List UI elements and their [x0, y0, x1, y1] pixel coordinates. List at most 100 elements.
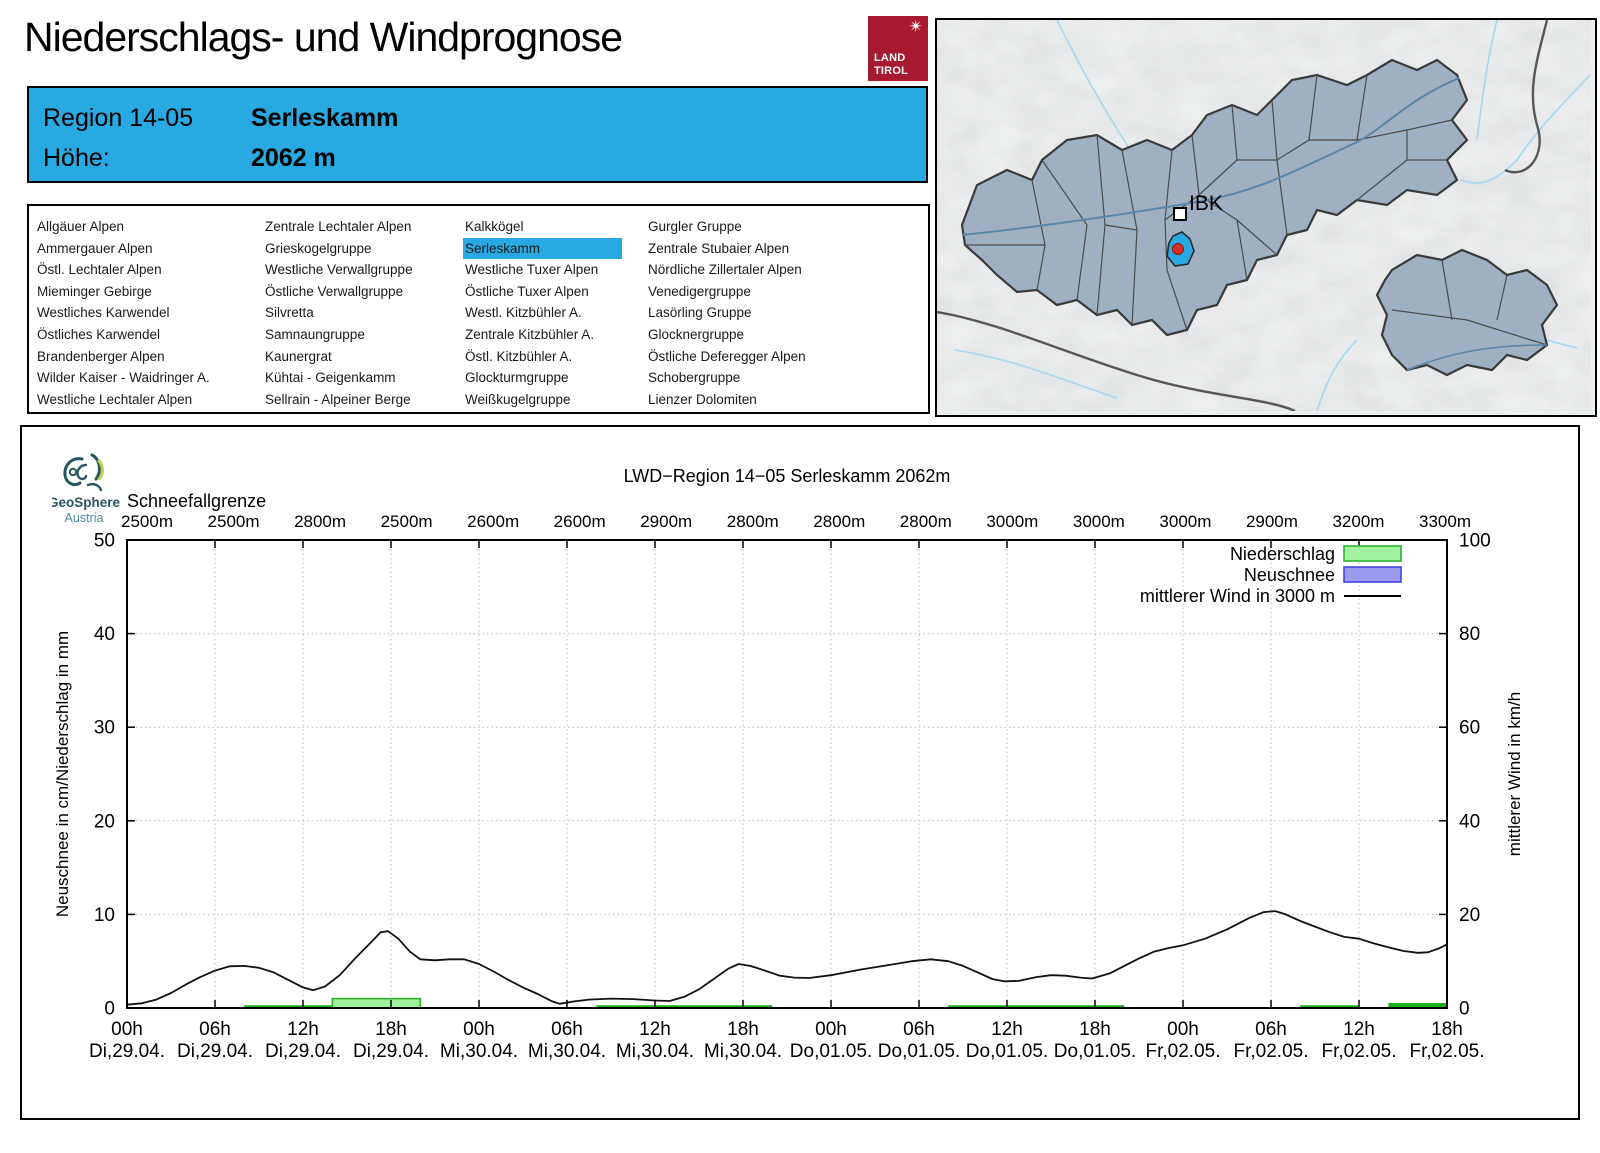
plot-border [126, 539, 1448, 1009]
region-list-item[interactable]: Westliche Tuxer Alpen [465, 262, 599, 278]
region-list-item[interactable]: Zentrale Stubaier Alpen [648, 240, 790, 256]
region-list-item[interactable]: Nördliche Zillertaler Alpen [648, 262, 802, 278]
tirol-map: IBK [935, 18, 1597, 417]
svg-text:Di,29.04.: Di,29.04. [177, 1041, 253, 1062]
region-list-column-3: Kalkkögel Serleskamm Westliche Tuxer Alpen… [463, 216, 622, 410]
svg-text:2600m: 2600m [554, 512, 606, 531]
region-list-item[interactable]: Östliche Tuxer Alpen [465, 283, 589, 299]
region-list-item[interactable]: Kaunergrat [265, 348, 332, 364]
region-list-item[interactable]: Gurgler Gruppe [648, 219, 742, 234]
land-tirol-logo: ✴ LAND TIROL [868, 16, 928, 81]
svg-text:2500m: 2500m [121, 512, 173, 531]
svg-text:Fr,02.05.: Fr,02.05. [1322, 1041, 1397, 1062]
region-list-item[interactable]: Lienzer Dolomiten [648, 391, 757, 407]
geosphere-logo: GeoSphere Austria [52, 453, 120, 525]
svg-text:Fr,02.05.: Fr,02.05. [1146, 1041, 1221, 1062]
region-list-item[interactable]: Westliche Verwallgruppe [265, 262, 413, 278]
svg-text:12h: 12h [639, 1019, 671, 1040]
svg-text:3200m: 3200m [1332, 512, 1384, 531]
chart-title: LWD−Region 14−05 Serleskamm 2062m [624, 466, 951, 486]
svg-text:Di,29.04.: Di,29.04. [265, 1041, 341, 1062]
svg-text:40: 40 [1459, 811, 1480, 832]
region-list-item[interactable]: Schobergruppe [648, 370, 741, 386]
region-list-item[interactable]: Östliches Karwendel [37, 326, 161, 342]
svg-text:Di,29.04.: Di,29.04. [353, 1041, 429, 1062]
svg-text:00h: 00h [111, 1019, 143, 1040]
svg-text:Fr,02.05.: Fr,02.05. [1234, 1041, 1309, 1062]
svg-text:30: 30 [94, 718, 115, 739]
region-list-item[interactable]: Weißkugelgruppe [465, 391, 571, 407]
region-list-item[interactable]: Kalkkögel [465, 219, 524, 234]
svg-text:00h: 00h [1167, 1019, 1199, 1040]
svg-text:2900m: 2900m [1246, 512, 1298, 531]
legend-swatch-1 [1343, 566, 1402, 583]
map-inn-river [961, 77, 1460, 236]
region-list-item[interactable]: Östliche Deferegger Alpen [648, 348, 806, 364]
svg-text:06h: 06h [199, 1019, 231, 1040]
map-north-tirol [960, 58, 1469, 337]
region-list-item[interactable]: Wilder Kaiser - Waidringer A. [37, 370, 210, 386]
svg-text:2800m: 2800m [900, 512, 952, 531]
svg-text:0: 0 [104, 999, 115, 1020]
region-list-item[interactable]: Brandenberger Alpen [37, 348, 165, 364]
region-header-box: Region 14-05 Serleskamm Höhe: 2062 m [27, 86, 928, 183]
svg-text:06h: 06h [551, 1019, 583, 1040]
region-list-item[interactable]: Zentrale Lechtaler Alpen [265, 219, 412, 234]
svg-text:50: 50 [94, 531, 115, 552]
region-list-item[interactable]: Mieminger Gebirge [37, 283, 152, 299]
y-axis-right-labels: 0 20 40 60 80 100 [1459, 531, 1491, 1020]
region-list-item[interactable]: Silvretta [265, 305, 314, 321]
svg-text:2800m: 2800m [813, 512, 865, 531]
tirol-map-svg: IBK [936, 19, 1591, 413]
region-list-item[interactable]: Samnaungruppe [265, 326, 365, 342]
logo-line1: LAND [874, 52, 906, 64]
snowline-label: Schneefallgrenze [127, 491, 266, 511]
svg-text:Mi,30.04.: Mi,30.04. [528, 1041, 606, 1062]
svg-text:100: 100 [1459, 531, 1491, 552]
region-list-item[interactable]: Westliches Karwendel [37, 305, 170, 321]
svg-text:06h: 06h [903, 1019, 935, 1040]
svg-text:80: 80 [1459, 624, 1480, 645]
region-list-item[interactable]: Glocknergruppe [648, 326, 745, 342]
altitude-value: 2062 m [251, 144, 336, 172]
altitude-label: Höhe: [43, 144, 110, 172]
svg-text:Niederschlag: Niederschlag [1230, 544, 1335, 564]
svg-text:12h: 12h [1343, 1019, 1375, 1040]
y-axis-right-title: mittlerer Wind in km/h [1505, 692, 1524, 856]
region-list-column-4: Gurgler Gruppe Zentrale Stubaier Alpen Nör… [648, 216, 806, 410]
svg-text:Mi,30.04.: Mi,30.04. [616, 1041, 694, 1062]
region-list-item[interactable]: Glockturmgruppe [465, 370, 569, 386]
svg-text:mittlerer Wind in 3000 m: mittlerer Wind in 3000 m [1140, 586, 1335, 606]
svg-text:2600m: 2600m [467, 512, 519, 531]
svg-text:3000m: 3000m [1073, 512, 1125, 531]
region-list-item[interactable]: Ammergauer Alpen [37, 240, 153, 256]
legend-swatch-0 [1343, 545, 1402, 562]
region-list-item[interactable]: Grieskogelgruppe [265, 240, 372, 256]
region-list-item[interactable]: Östl. Lechtaler Alpen [37, 262, 162, 278]
region-list-item[interactable]: Östliche Verwallgruppe [265, 283, 404, 299]
region-list-item-selected[interactable]: Serleskamm [463, 237, 622, 260]
svg-text:3000m: 3000m [1159, 512, 1211, 531]
region-list-item[interactable]: Westliche Lechtaler Alpen [37, 391, 193, 407]
svg-text:2900m: 2900m [640, 512, 692, 531]
svg-text:20: 20 [1459, 905, 1480, 926]
precipitation-bars [331, 997, 422, 1009]
region-list-item[interactable]: Zentrale Kitzbühler A. [465, 326, 595, 342]
map-station-marker [1172, 243, 1184, 255]
region-list-item[interactable]: Westl. Kitzbühler A. [465, 305, 582, 321]
svg-text:Neuschnee: Neuschnee [1244, 565, 1335, 585]
region-list-item[interactable]: Lasörling Gruppe [648, 305, 752, 321]
svg-text:06h: 06h [1255, 1019, 1287, 1040]
svg-text:18h: 18h [727, 1019, 759, 1040]
svg-text:00h: 00h [815, 1019, 847, 1040]
region-list-item[interactable]: Venedigergruppe [648, 283, 751, 299]
region-list-item[interactable]: Sellrain - Alpeiner Berge [265, 391, 411, 407]
svg-text:2500m: 2500m [208, 512, 260, 531]
region-list-item[interactable]: Allgäuer Alpen [37, 219, 125, 234]
region-list-item[interactable]: Kühtai - Geigenkamm [265, 370, 396, 386]
region-list-item[interactable]: Östl. Kitzbühler A. [465, 348, 573, 364]
region-number-label: Region 14-05 [43, 104, 194, 132]
svg-text:3300m: 3300m [1419, 512, 1471, 531]
